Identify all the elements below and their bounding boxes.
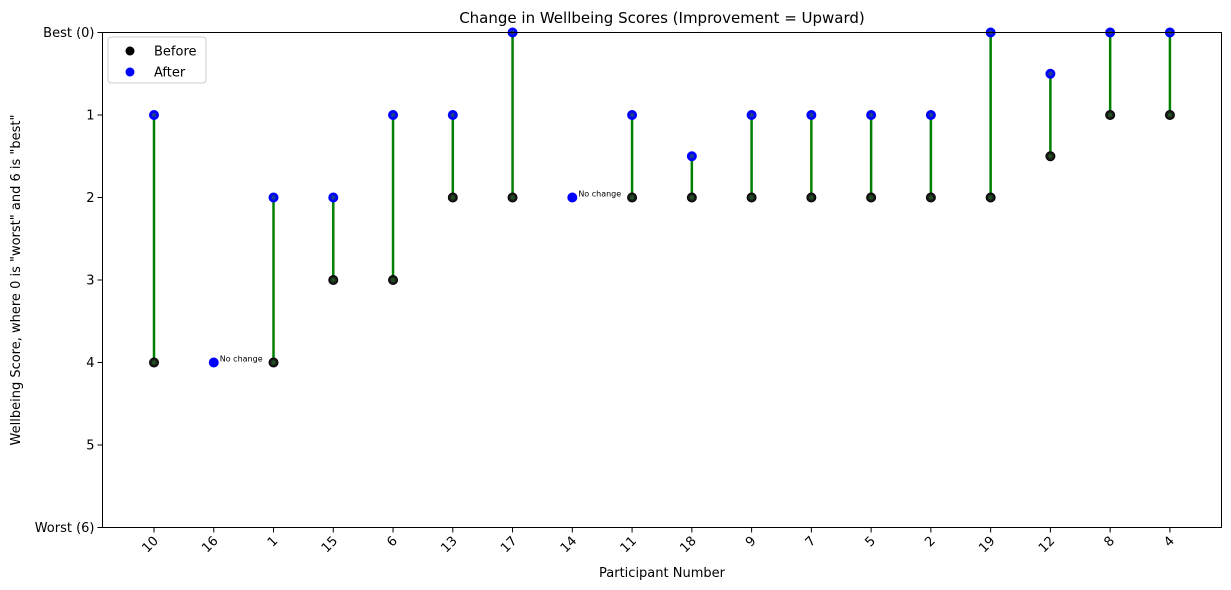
before-point-center xyxy=(450,195,455,200)
legend-marker xyxy=(125,67,135,77)
x-tick-label: 17 xyxy=(498,534,520,556)
y-tick-label: Best (0) xyxy=(43,26,94,41)
y-tick-label: 1 xyxy=(86,109,94,124)
legend-marker xyxy=(125,46,135,56)
after-point-center xyxy=(390,112,396,118)
x-tick-label: 14 xyxy=(558,534,580,556)
x-tick-label: 1 xyxy=(265,534,281,550)
after-point-center xyxy=(689,154,695,159)
no-change-annotation: No change xyxy=(220,355,263,364)
x-tick-label: 7 xyxy=(803,534,819,550)
y-axis-label: Wellbeing Score, where 0 is "worst" and … xyxy=(9,115,24,446)
before-point-center xyxy=(331,277,336,283)
x-tick-label: 19 xyxy=(976,534,998,556)
after-point xyxy=(567,192,578,203)
before-point-center xyxy=(749,195,754,200)
x-tick-label: 11 xyxy=(618,534,640,556)
x-tick-label: 9 xyxy=(743,534,759,550)
x-axis-label: Participant Number xyxy=(599,566,726,581)
before-point-center xyxy=(988,195,993,200)
after-point-center xyxy=(749,112,754,118)
y-tick-label: 4 xyxy=(86,356,94,371)
plot-frame xyxy=(102,32,1222,528)
before-point-center xyxy=(390,277,396,283)
before-point-center xyxy=(689,195,695,200)
before-point-center xyxy=(629,195,635,200)
after-point-center xyxy=(151,112,157,118)
after-point-center xyxy=(271,195,276,200)
x-tick-label: 12 xyxy=(1036,534,1058,556)
y-tick-label: 2 xyxy=(86,191,94,206)
x-tick-label: 8 xyxy=(1102,534,1118,550)
legend: Before After xyxy=(107,36,207,84)
legend-label: After xyxy=(154,66,186,81)
after-point-center xyxy=(331,195,336,200)
x-tick-label: 6 xyxy=(384,534,400,550)
after-point-center xyxy=(868,112,874,118)
y-tick-label: 3 xyxy=(86,274,94,289)
before-point-center xyxy=(809,195,814,200)
before-point-center xyxy=(1107,112,1113,118)
after-point-center xyxy=(928,112,934,118)
chart-title: Change in Wellbeing Scores (Improvement … xyxy=(459,9,865,27)
before-point-center xyxy=(1048,154,1053,159)
before-point-center xyxy=(868,195,874,200)
x-tick-label: 18 xyxy=(677,534,699,556)
y-tick-label: Worst (6) xyxy=(35,521,95,536)
x-tick-label: 4 xyxy=(1161,534,1177,550)
x-tick-label: 2 xyxy=(922,534,938,550)
x-tick-label: 13 xyxy=(438,534,460,556)
after-point xyxy=(208,357,219,368)
y-tick-label: 5 xyxy=(86,439,94,454)
after-point-center xyxy=(450,112,455,118)
before-point-center xyxy=(928,195,934,200)
before-point-center xyxy=(1167,112,1173,118)
before-point-center xyxy=(271,360,276,365)
x-tick-label: 15 xyxy=(319,534,341,556)
x-tick-label: 5 xyxy=(862,534,878,550)
after-point-center xyxy=(1048,71,1053,76)
legend-label: Before xyxy=(154,45,197,60)
no-change-annotation: No change xyxy=(578,190,621,199)
after-point-center xyxy=(809,112,814,118)
before-point-center xyxy=(510,195,515,200)
x-tick-label: 16 xyxy=(199,534,221,556)
x-tick-label: 10 xyxy=(140,534,162,556)
before-point-center xyxy=(151,360,157,365)
after-point-center xyxy=(629,112,635,118)
